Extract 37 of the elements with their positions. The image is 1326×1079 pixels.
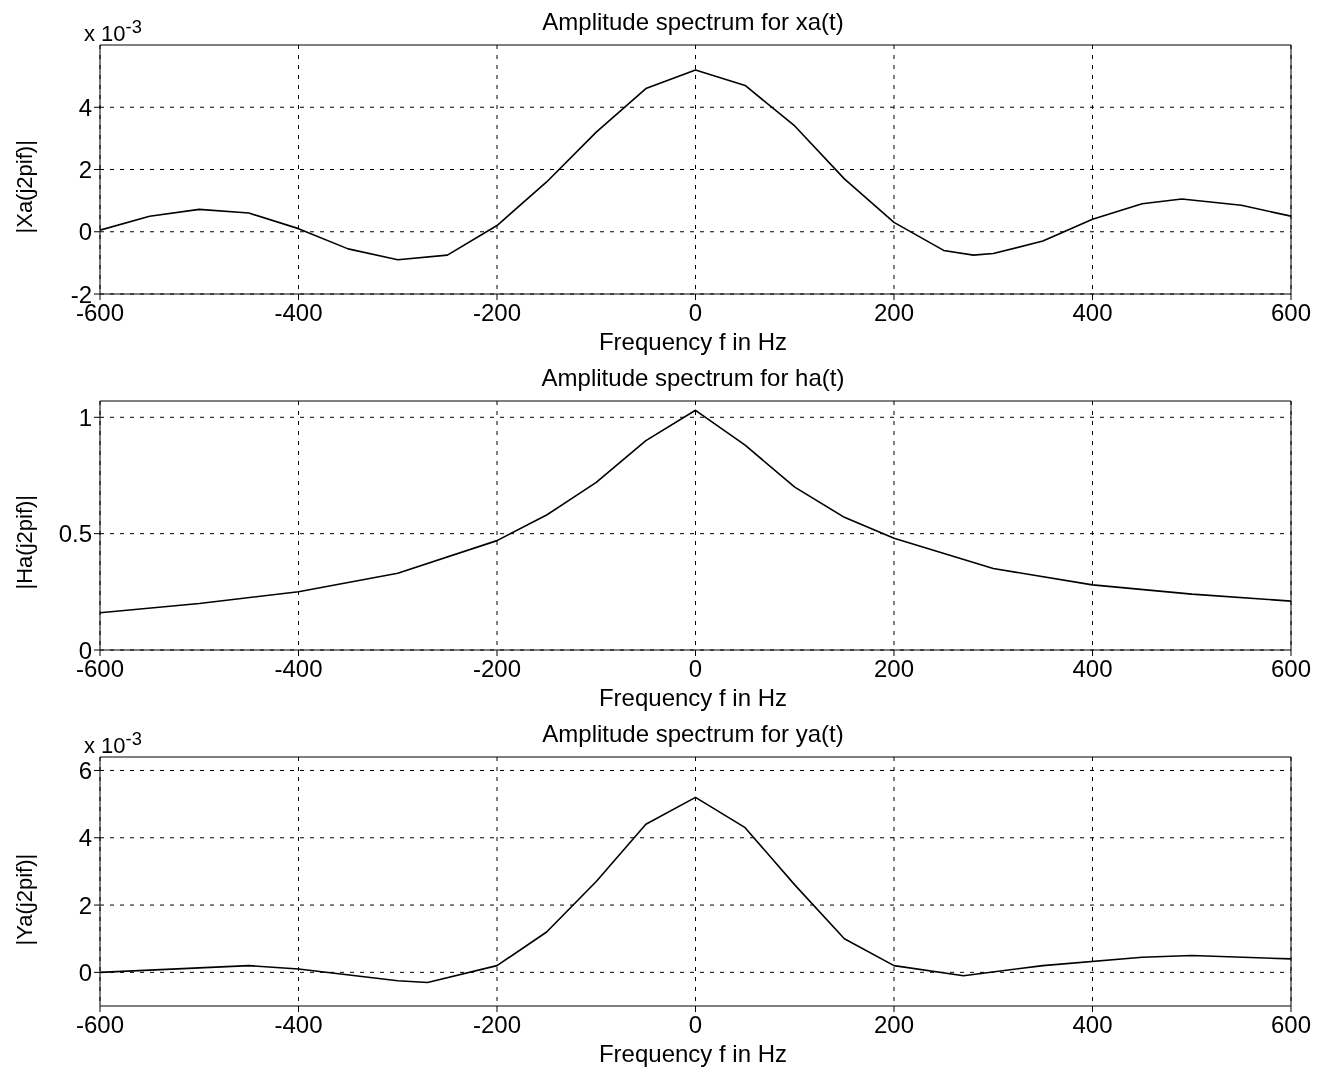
y-tick-label: 0: [78, 958, 92, 986]
x-tick-label: 400: [1072, 655, 1113, 683]
x-tick-label: 200: [873, 655, 915, 683]
y-tick-label: 0: [78, 218, 92, 246]
x-tick-label: -200: [472, 655, 522, 683]
x-tick-label: 0: [688, 655, 703, 683]
y-axis-title: |Ha(j2pif)|: [11, 494, 37, 590]
y-axis-title: |Xa(j2pif)|: [11, 140, 37, 234]
x-axis-title: Frequency f in Hz: [597, 328, 789, 356]
x-tick-label: 0: [688, 299, 703, 327]
x-axis-title: Frequency f in Hz: [597, 1040, 789, 1068]
y-tick-label: 0.5: [58, 520, 92, 548]
y-tick-label: 2: [78, 891, 92, 919]
x-tick-label: 400: [1072, 1011, 1113, 1039]
x-tick-label: -400: [274, 1011, 323, 1039]
y-tick-label: 1: [78, 403, 92, 431]
x-tick-label: 0: [688, 1011, 703, 1039]
x-tick-label: 200: [873, 299, 915, 327]
x-tick-label: 200: [873, 1011, 915, 1039]
y-tick-label: 2: [78, 156, 92, 184]
chart-title: Amplitude spectrum for ya(t): [542, 720, 844, 747]
annotation: x 10$^{-3}$: [84, 16, 142, 48]
x-tick-label: -200: [472, 1011, 522, 1039]
x-tick-label: -400: [274, 655, 323, 683]
x-tick-label: 600: [1270, 1011, 1312, 1039]
x-tick-label: 400: [1072, 299, 1113, 327]
x-tick-label: -600: [75, 1011, 125, 1039]
chart-title: Amplitude spectrum for xa(t): [542, 8, 844, 35]
y-tick-label: 4: [78, 93, 92, 121]
x-tick-label: -400: [274, 299, 323, 327]
chart-title: Amplitude spectrum for ha(t): [540, 364, 846, 393]
y-axis-title: |Ya(j2pif)|: [11, 853, 37, 946]
y-tick-label: 4: [78, 824, 92, 852]
x-tick-label: -200: [472, 299, 522, 327]
x-tick-label: 600: [1270, 299, 1312, 327]
x-tick-label: 600: [1270, 655, 1312, 683]
x-axis-title: Frequency f in Hz: [597, 684, 789, 712]
